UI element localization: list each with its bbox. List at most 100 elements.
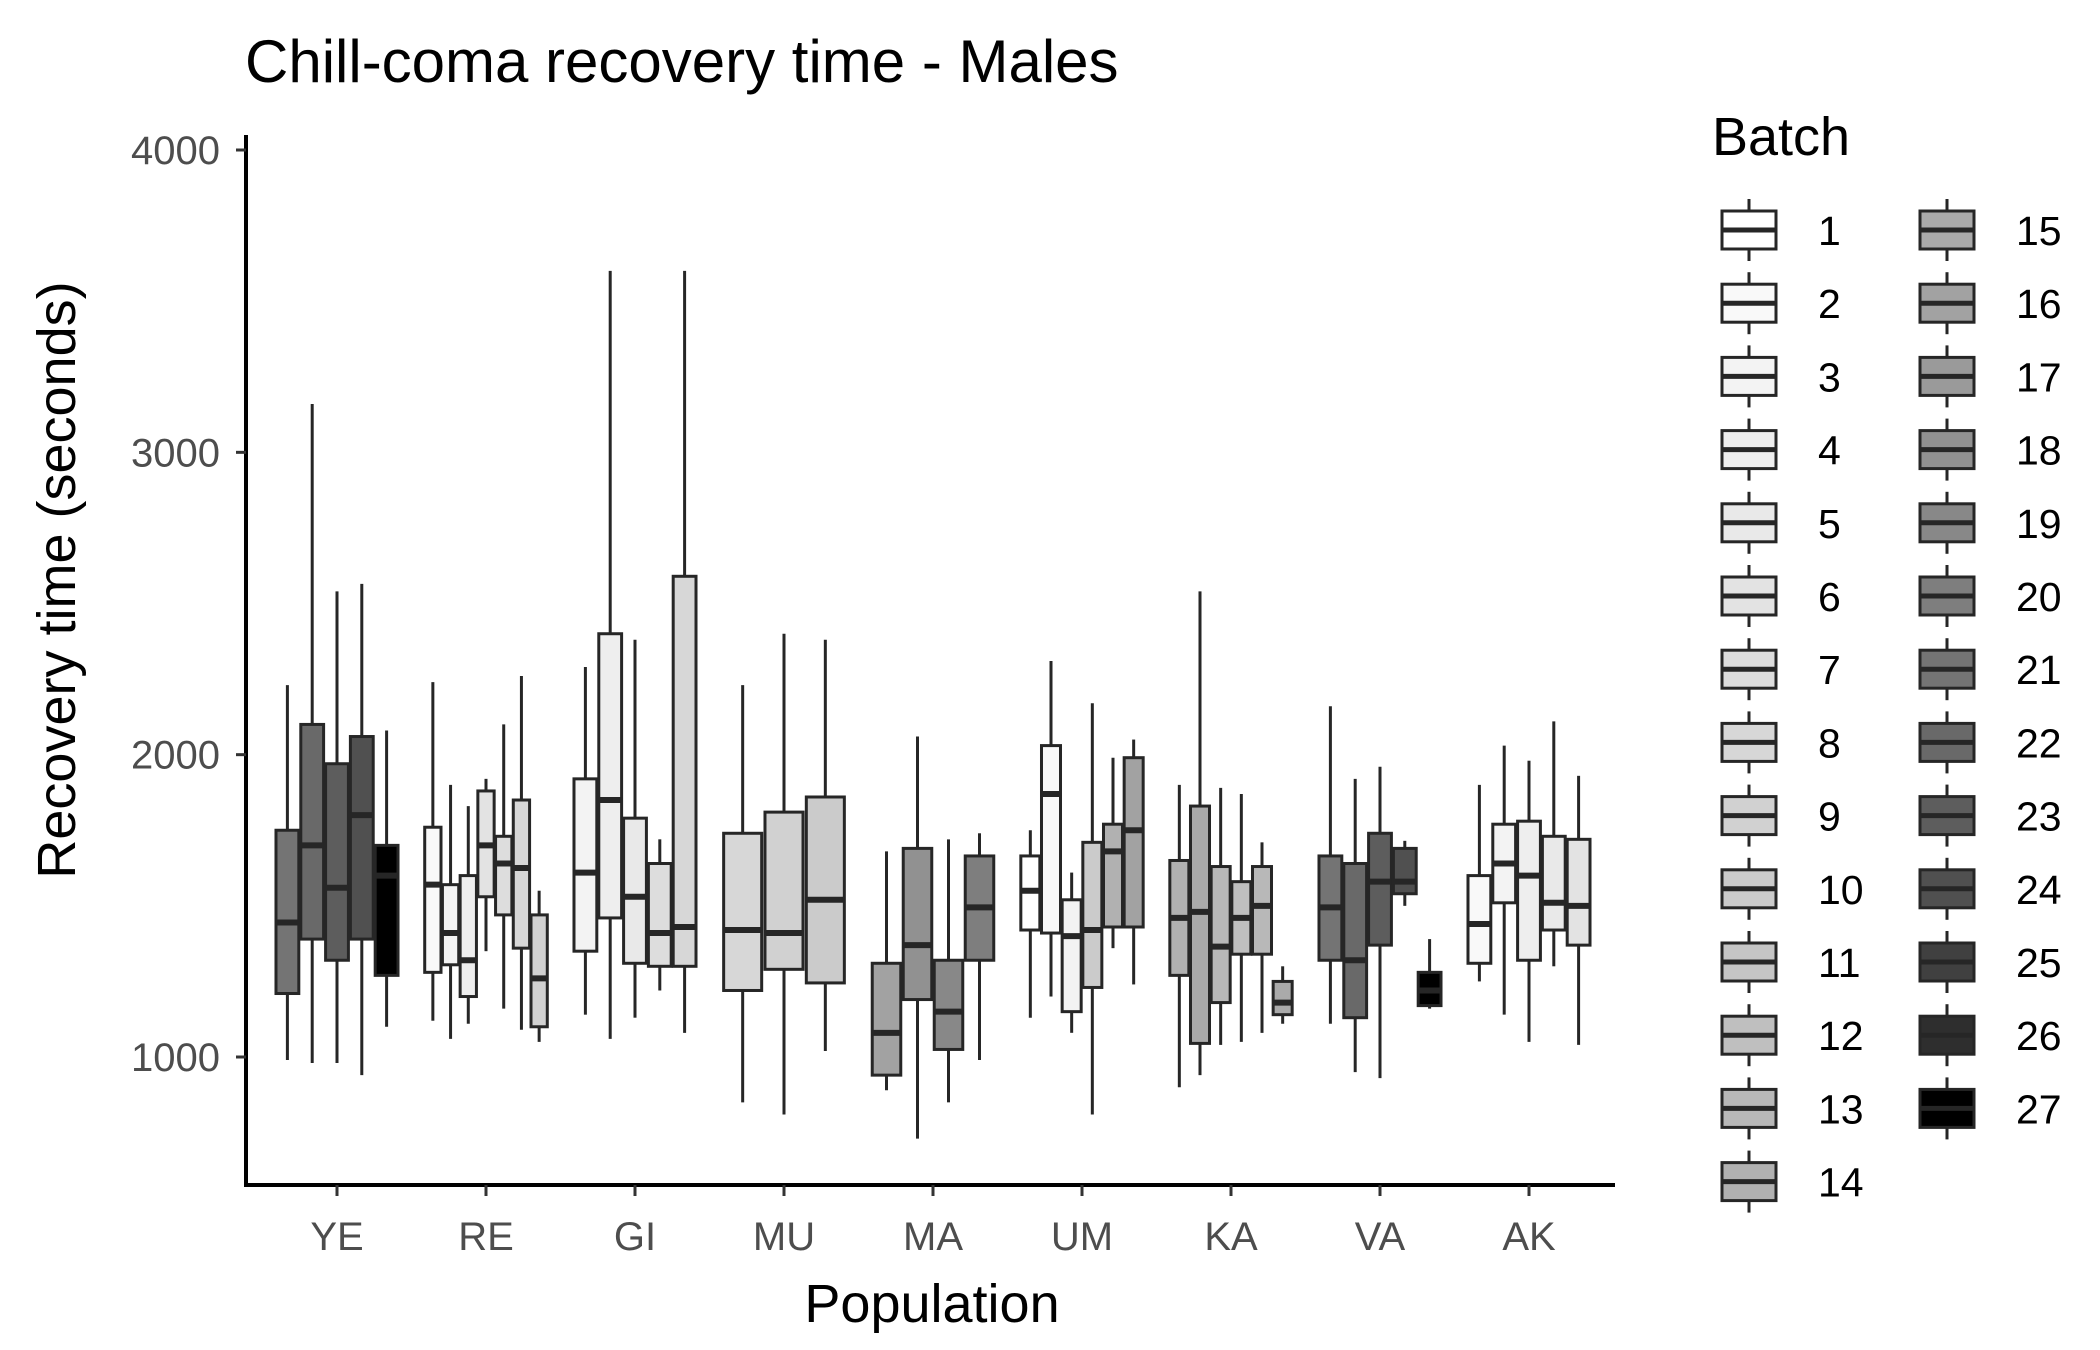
box-um-batch-1 (1019, 830, 1042, 1018)
box-body (763, 810, 805, 971)
box-body (1060, 898, 1083, 1014)
box-um-batch-2 (1039, 660, 1063, 997)
legend-item-1: 1 (1720, 199, 1841, 261)
box-re-batch-9 (529, 890, 549, 1042)
x-tick-label-ak: AK (1502, 1215, 1556, 1259)
box-body (299, 722, 326, 941)
y-tick-label: 1000 (131, 1036, 220, 1080)
box-body (324, 762, 350, 962)
legend-label: 18 (2016, 428, 2062, 474)
x-tick-label-ka: KA (1204, 1215, 1258, 1259)
y-tick-label: 3000 (131, 431, 220, 475)
box-re-batch-4 (458, 806, 478, 1024)
legend-item-24: 24 (1918, 857, 2062, 920)
box-ak-batch-5 (1540, 721, 1567, 967)
x-tick-label-ye: YE (310, 1215, 363, 1259)
legend-item-27: 27 (1918, 1077, 2062, 1140)
legend-label: 21 (2016, 647, 2062, 693)
legend-item-18: 18 (1918, 418, 2062, 481)
box-body (622, 816, 648, 965)
legend-label: 19 (2016, 501, 2062, 547)
box-mu-batch-8 (722, 685, 764, 1103)
box-body (804, 795, 846, 985)
legend-label: 15 (2016, 208, 2062, 254)
box-ye-batch-23 (324, 591, 350, 1064)
chart-title: Chill-coma recovery time - Males (245, 28, 1119, 95)
x-tick-label-re: RE (458, 1215, 514, 1259)
legend-item-23: 23 (1918, 784, 2062, 847)
box-body (529, 913, 549, 1029)
legend-label: 26 (2016, 1013, 2062, 1059)
legend-item-10: 10 (1720, 857, 1864, 920)
legend-item-22: 22 (1918, 711, 2062, 774)
box-body (1565, 837, 1592, 947)
box-body (597, 632, 624, 920)
y-tick-label: 4000 (131, 129, 220, 173)
box-ak-batch-4 (1516, 760, 1542, 1042)
box-body (870, 961, 903, 1077)
x-axis-label: Population (804, 1274, 1059, 1334)
legend-item-7: 7 (1720, 638, 1841, 701)
box-gi-batch-4 (597, 270, 624, 1039)
box-body (1466, 874, 1493, 965)
x-tick-label-va: VA (1355, 1215, 1406, 1259)
box-ma-batch-19 (932, 839, 965, 1103)
y-tick-label: 2000 (131, 734, 220, 778)
box-body (932, 958, 965, 1051)
legend-item-4: 4 (1720, 418, 1841, 481)
legend-item-17: 17 (1918, 345, 2062, 408)
box-ye-batch-27 (373, 730, 400, 1027)
legend-label: 24 (2016, 867, 2062, 913)
box-body (1122, 756, 1145, 929)
box-body (646, 862, 673, 968)
box-ka-batch-14 (1168, 784, 1191, 1088)
box-body (1039, 744, 1063, 935)
legend-title: Batch (1712, 107, 1850, 167)
box-ak-batch-6 (1565, 775, 1592, 1045)
box-ma-batch-16 (870, 851, 903, 1091)
x-axis-ticks: YE RE GI MU MA UM KA VA AK (310, 1185, 1556, 1259)
box-gi-batch-5 (622, 639, 648, 1018)
box-ye-batch-24 (348, 583, 375, 1076)
legend-label: 25 (2016, 940, 2062, 986)
box-body (511, 798, 532, 950)
legend-item-21: 21 (1918, 638, 2062, 701)
legend-item-16: 16 (1918, 272, 2062, 335)
box-body (1081, 840, 1104, 989)
legend-label: 10 (1818, 867, 1864, 913)
legend-item-12: 12 (1720, 1004, 1864, 1067)
legend-label: 12 (1818, 1013, 1864, 1059)
box-va-batch-23 (1367, 766, 1393, 1079)
x-tick-label-mu: MU (753, 1215, 815, 1259)
box-um-batch-10 (1081, 703, 1104, 1115)
box-ye-batch-22 (299, 403, 326, 1064)
box-ma-batch-18 (901, 736, 934, 1139)
box-body (572, 777, 599, 953)
legend-label: 6 (1818, 574, 1841, 620)
x-tick-label-ma: MA (903, 1215, 963, 1259)
box-body (1540, 834, 1567, 932)
box-gi-batch-7 (646, 839, 673, 991)
legend-label: 17 (2016, 354, 2062, 400)
plot-area (274, 270, 1592, 1139)
legend-label: 8 (1818, 720, 1841, 766)
box-ka-batch-13 (1250, 842, 1274, 1033)
legend-label: 22 (2016, 720, 2062, 766)
legend-label: 9 (1818, 794, 1841, 840)
legend-item-8: 8 (1720, 711, 1841, 774)
box-ak-batch-3 (1491, 745, 1518, 1015)
box-body (1188, 804, 1212, 1045)
box-ma-batch-20 (963, 833, 996, 1061)
box-mu-batch-10 (804, 639, 846, 1051)
legend-item-15: 15 (1918, 199, 2062, 261)
legend-label: 7 (1818, 647, 1841, 693)
legend-item-2: 2 (1720, 272, 1841, 335)
box-body (901, 846, 934, 1002)
x-tick-label-um: UM (1051, 1215, 1113, 1259)
box-body (458, 874, 478, 999)
box-body (373, 843, 400, 977)
y-axis-ticks: 1000 2000 3000 4000 (131, 129, 246, 1080)
legend-label: 23 (2016, 794, 2062, 840)
box-gi-batch-8 (671, 270, 698, 1033)
